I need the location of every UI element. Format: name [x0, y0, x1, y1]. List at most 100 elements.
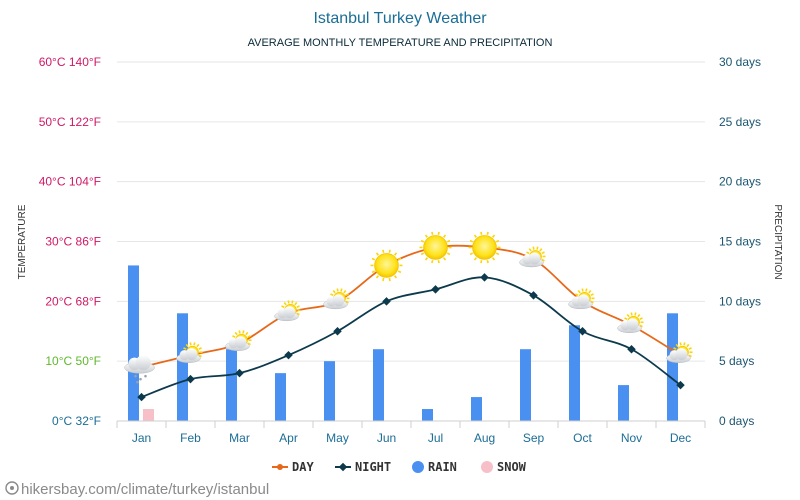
x-tick-label: Aug — [474, 431, 495, 445]
sun-ray — [245, 331, 249, 336]
sun-ray — [532, 246, 535, 250]
legend-label: SNOW — [497, 460, 527, 474]
grid-lines — [117, 61, 705, 422]
night-point — [235, 368, 244, 378]
sun-ray — [581, 288, 584, 292]
sun-ray — [183, 347, 187, 350]
sun-ray — [688, 354, 692, 358]
cloud-puff — [283, 306, 296, 319]
y-right-tick-label: 25 days — [719, 115, 761, 129]
sun-ray — [345, 300, 349, 304]
y-left-tick-label: 30°C 86°F — [45, 235, 101, 249]
sun-ray — [473, 257, 478, 261]
partly-sunny-icon — [519, 246, 546, 268]
rain-bar — [422, 409, 433, 421]
sun-ray — [446, 239, 451, 243]
sunny-icon — [370, 249, 403, 282]
sun-ray — [486, 259, 489, 264]
sun-ray — [679, 342, 682, 346]
rain-bar — [520, 349, 531, 421]
sun-ray — [431, 259, 434, 264]
rain-bar — [373, 349, 384, 421]
sun-ray — [634, 312, 637, 316]
sun-ray — [675, 343, 679, 348]
snow-bar — [143, 409, 154, 421]
legend-snow-swatch — [481, 461, 493, 473]
y-right-tick-label: 20 days — [719, 175, 761, 189]
sun-ray — [526, 251, 530, 255]
source-url[interactable]: hikersbay.com/climate/turkey/istanbul — [21, 481, 269, 498]
sun-ray — [296, 305, 300, 308]
sun-ray — [340, 288, 343, 292]
rain-bar — [667, 313, 678, 421]
partly-sunny-icon — [617, 312, 644, 334]
rain-bar — [324, 361, 335, 421]
night-point — [137, 392, 146, 402]
chart-title: Istanbul Turkey Weather — [313, 10, 487, 27]
sun-ray — [294, 301, 298, 306]
x-axis: Jan Feb Mar Apr May Jun Jul Aug Sep Oct Nov Dec — [116, 420, 706, 445]
snowflake — [144, 374, 147, 378]
sun-ray — [469, 252, 474, 256]
y-left-tick-label: 0°C 32°F — [52, 414, 101, 428]
sun-ray — [575, 293, 579, 297]
sun-ray — [442, 257, 447, 261]
y-left-tick-label: 10°C 50°F — [45, 354, 101, 368]
sun-ray — [193, 342, 196, 346]
sun-ray — [541, 251, 545, 255]
legend: DAY NIGHT RAIN SNOW — [272, 460, 527, 474]
y-right-tick-label: 5 days — [719, 354, 754, 368]
sun-ray — [397, 270, 402, 274]
sun-ray — [437, 259, 440, 264]
sun-ray — [528, 248, 532, 252]
sun-ray — [247, 342, 251, 346]
rain-bar — [618, 385, 629, 421]
night-point — [529, 291, 538, 300]
source-link[interactable]: hikersbay.com/climate/turkey/istanbul — [5, 481, 269, 498]
cloud-puff — [626, 318, 639, 331]
night-point — [333, 327, 342, 336]
temperature-lines — [137, 244, 685, 402]
partly-sunny-icon — [568, 288, 595, 310]
night-line — [141, 276, 682, 398]
x-tick-label: Feb — [180, 431, 201, 445]
snowflake — [134, 374, 137, 378]
sun-ray — [437, 231, 440, 235]
sun-ray — [393, 275, 398, 279]
sun-ray — [673, 347, 677, 350]
rain-bar — [226, 349, 237, 421]
sun-ray — [185, 343, 189, 348]
sun-ray — [683, 342, 686, 346]
sun-ray — [688, 347, 692, 350]
sun-ray — [247, 335, 251, 338]
sun-ray — [287, 300, 290, 304]
sun-ray — [296, 312, 300, 316]
sun-ray — [424, 234, 429, 238]
sun-ray — [343, 290, 347, 294]
sun-ray — [232, 335, 236, 338]
sun-ray — [281, 305, 285, 308]
sun-ray — [637, 313, 641, 318]
night-point — [186, 374, 195, 384]
sun-ray — [332, 290, 336, 294]
sun-ray — [577, 290, 581, 294]
sun-ray — [495, 239, 500, 243]
sun-ray — [397, 257, 402, 261]
sun-ray — [491, 234, 496, 238]
sunny-icon — [468, 231, 501, 264]
sun-ray — [196, 343, 200, 348]
sun-ray — [590, 293, 594, 297]
y-left-tick-label: 20°C 68°F — [45, 294, 101, 308]
sun-ray — [588, 290, 592, 294]
legend-label: DAY — [292, 460, 314, 474]
sun-ray — [283, 301, 287, 306]
sun-ray — [189, 342, 192, 346]
cloud-puff — [528, 252, 541, 265]
sun-ray — [242, 330, 245, 334]
sun-ray — [371, 270, 376, 274]
legend-item-snow: SNOW — [481, 460, 527, 474]
sun-ray — [639, 317, 643, 320]
sun-ray — [388, 249, 391, 253]
rain-bar — [471, 397, 482, 421]
sun-ray — [336, 288, 339, 292]
